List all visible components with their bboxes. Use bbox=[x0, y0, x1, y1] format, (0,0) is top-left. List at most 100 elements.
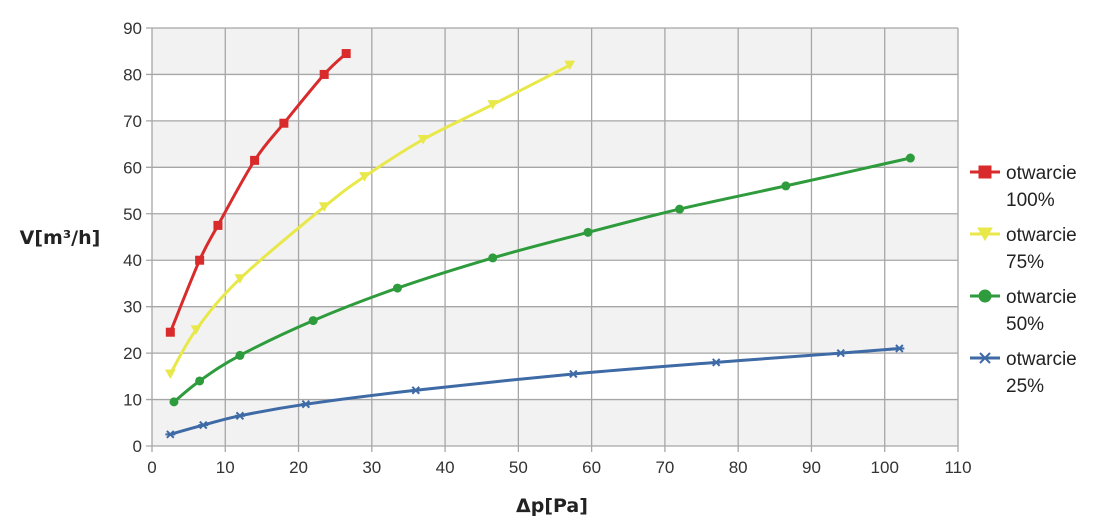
y-axis-title: V[m³/h] bbox=[20, 227, 101, 249]
y-tick-label: 80 bbox=[123, 65, 142, 84]
star-marker bbox=[894, 344, 905, 353]
circle-marker bbox=[978, 289, 992, 303]
y-tick-label: 60 bbox=[123, 158, 142, 177]
triangle-marker bbox=[359, 172, 370, 182]
legend-label-value: 25% bbox=[1006, 376, 1044, 397]
triangle-marker bbox=[318, 202, 330, 212]
y-tick-label: 0 bbox=[133, 437, 142, 456]
star-marker bbox=[198, 420, 209, 430]
triangle-marker bbox=[234, 274, 246, 284]
x-tick-label: 70 bbox=[655, 458, 674, 477]
square-marker bbox=[341, 49, 351, 59]
circle-marker bbox=[235, 350, 245, 360]
x-tick-label: 50 bbox=[509, 458, 528, 477]
circle-marker bbox=[583, 227, 593, 237]
plot-band bbox=[152, 260, 958, 307]
star-marker bbox=[234, 411, 245, 420]
circle-marker bbox=[195, 376, 205, 386]
star-marker-stroke bbox=[569, 369, 578, 379]
gridlines bbox=[146, 27, 959, 452]
legend-label-value: 100% bbox=[1006, 190, 1055, 211]
plot-band bbox=[152, 399, 958, 446]
square-marker bbox=[978, 165, 992, 179]
legend-item: otwarcie 25% bbox=[970, 349, 1077, 397]
x-tick-label: 40 bbox=[436, 458, 455, 477]
series-line bbox=[172, 156, 912, 404]
series-layer bbox=[164, 49, 915, 439]
y-tick-label: 30 bbox=[123, 298, 142, 317]
x-axis-ticks: 0 10 20 30 40 50 60 70 80 90 100 110 bbox=[147, 458, 971, 477]
circle-marker bbox=[488, 253, 498, 263]
triangle-marker bbox=[164, 369, 176, 379]
plot-band bbox=[152, 213, 958, 261]
star-marker-stroke bbox=[411, 386, 420, 395]
triangle-marker bbox=[564, 60, 576, 71]
x-tick-label: 60 bbox=[582, 458, 601, 477]
legend-label: otwarcie bbox=[1006, 349, 1077, 370]
triangle-marker bbox=[487, 100, 499, 110]
y-tick-label: 90 bbox=[123, 19, 142, 38]
star-marker-stroke bbox=[199, 420, 208, 430]
star-marker-stroke bbox=[979, 352, 991, 364]
circle-marker bbox=[169, 397, 179, 407]
plot-band bbox=[152, 120, 958, 168]
legend-label: otwarcie bbox=[1006, 287, 1077, 308]
legend-item: otwarcie 100% bbox=[970, 163, 1077, 211]
star-marker bbox=[711, 358, 722, 367]
square-marker bbox=[195, 255, 205, 265]
triangle-marker bbox=[190, 325, 202, 335]
y-tick-label: 40 bbox=[123, 251, 142, 270]
star-marker-stroke bbox=[235, 411, 245, 420]
x-tick-label: 100 bbox=[871, 458, 899, 477]
star-marker bbox=[410, 386, 421, 395]
circle-marker bbox=[781, 181, 791, 191]
square-marker bbox=[213, 220, 223, 230]
series-otwarcie-75- bbox=[164, 60, 576, 379]
star-marker-stroke bbox=[895, 344, 904, 353]
star-marker bbox=[977, 352, 993, 364]
circle-marker bbox=[675, 204, 685, 214]
star-marker bbox=[568, 369, 579, 379]
plot-band bbox=[152, 306, 958, 354]
legend-label-value: 75% bbox=[1006, 252, 1044, 273]
square-marker bbox=[165, 327, 175, 337]
legend-item: otwarcie 75% bbox=[970, 225, 1077, 273]
y-tick-label: 10 bbox=[123, 391, 142, 410]
legend-label-value: 50% bbox=[1006, 314, 1044, 335]
x-tick-label: 80 bbox=[729, 458, 748, 477]
triangle-marker bbox=[977, 227, 993, 242]
series-otwarcie-25- bbox=[165, 344, 905, 439]
star-marker bbox=[165, 430, 176, 439]
x-tick-label: 90 bbox=[802, 458, 821, 477]
x-tick-label: 0 bbox=[147, 458, 156, 477]
y-tick-label: 20 bbox=[123, 344, 142, 363]
star-marker-stroke bbox=[166, 430, 175, 439]
y-tick-label: 70 bbox=[123, 112, 142, 131]
square-marker bbox=[319, 69, 329, 79]
series-line bbox=[168, 347, 901, 436]
x-tick-label: 30 bbox=[362, 458, 381, 477]
x-axis-title: Δp[Pa] bbox=[516, 495, 588, 517]
legend: otwarcie100%otwarcie75%otwarcie50%otwarc… bbox=[970, 163, 1077, 397]
star-marker-stroke bbox=[836, 348, 845, 358]
series-otwarcie-50- bbox=[169, 153, 915, 407]
square-marker bbox=[250, 155, 260, 165]
legend-item: otwarcie 50% bbox=[970, 287, 1077, 335]
circle-marker bbox=[308, 316, 318, 326]
series-otwarcie-100- bbox=[165, 49, 351, 337]
circle-marker bbox=[905, 153, 915, 163]
y-axis-ticks: 0 10 20 30 40 50 60 70 80 90 bbox=[123, 19, 142, 456]
plot-band bbox=[152, 28, 958, 75]
legend-label: otwarcie bbox=[1006, 225, 1077, 246]
x-tick-label: 110 bbox=[944, 458, 971, 477]
star-marker-stroke bbox=[301, 400, 311, 409]
star-marker-stroke bbox=[712, 358, 721, 367]
square-marker bbox=[279, 118, 289, 128]
plot-bands bbox=[152, 28, 958, 446]
triangle-marker bbox=[417, 134, 429, 145]
plot-band bbox=[152, 167, 958, 214]
circle-marker bbox=[392, 283, 402, 293]
star-marker bbox=[835, 348, 846, 358]
x-tick-label: 20 bbox=[289, 458, 308, 477]
